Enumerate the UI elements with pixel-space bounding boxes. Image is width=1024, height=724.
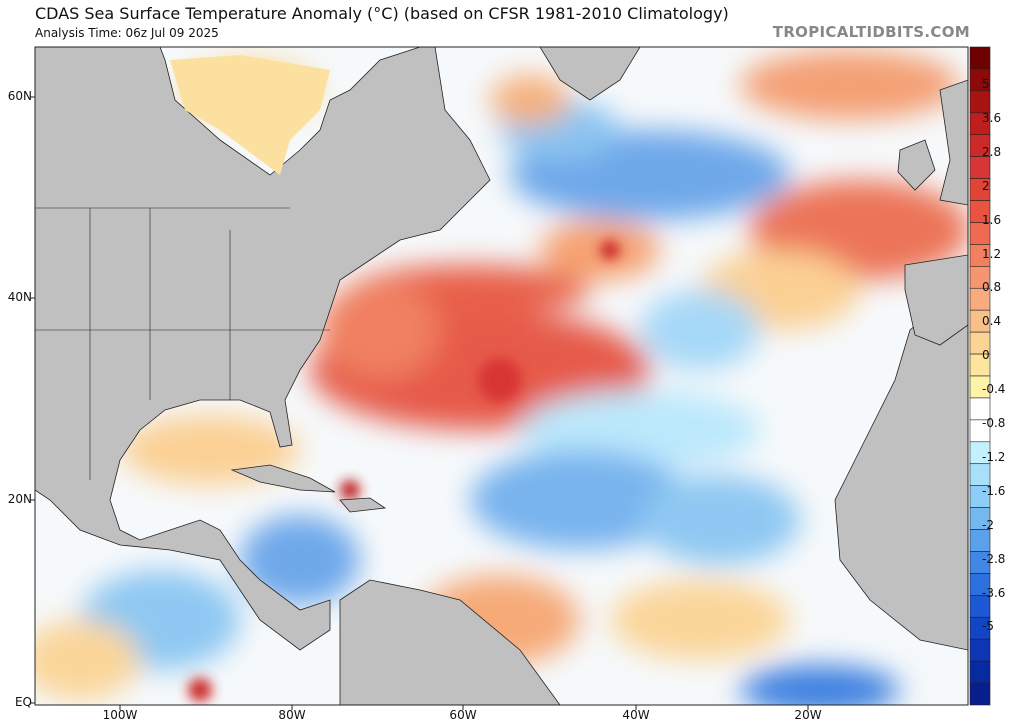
- colorbar-bin: [969, 463, 991, 486]
- ireland: [897, 139, 936, 191]
- lon-label-40w: 40W: [622, 708, 650, 722]
- colorbar-label: 1.6: [982, 212, 1002, 227]
- map-title: CDAS Sea Surface Temperature Anomaly (°C…: [35, 4, 729, 23]
- colorbar-label: -1.2: [982, 449, 1006, 464]
- colorbar-label: -2.8: [982, 551, 1006, 566]
- colorbar-bin: [969, 529, 991, 552]
- greenland: [539, 47, 641, 101]
- colorbar-label: 5: [982, 77, 990, 91]
- lat-label-eq: EQ: [14, 695, 32, 709]
- colorbar-label: 0.4: [982, 314, 1002, 329]
- lon-label-20w: 20W: [794, 708, 822, 722]
- north-america: [35, 47, 491, 651]
- colorbar-label: -2: [982, 517, 994, 532]
- colorbar-bin: [969, 638, 991, 662]
- hudson-bay-water: [170, 55, 330, 175]
- colorbar-bin: [969, 156, 991, 179]
- colorbar-label: 1.2: [982, 246, 1002, 261]
- lat-label-40n: 40N: [7, 290, 32, 304]
- colorbar-label: 2: [982, 178, 990, 193]
- brand-watermark: TROPICALTIDBITS.COM: [772, 23, 970, 41]
- colorbar-label: 2.8: [982, 144, 1002, 159]
- colorbar-label: -0.8: [982, 416, 1006, 430]
- colorbar-label: -5: [982, 619, 994, 634]
- cuba: [230, 464, 336, 493]
- colorbar: [969, 46, 991, 706]
- lat-label-20n: 20N: [7, 492, 32, 506]
- colorbar-bin: [969, 46, 991, 70]
- map-frame: [34, 46, 969, 706]
- colorbar-bin: [969, 660, 991, 684]
- state-borders: [35, 207, 330, 480]
- great-britain: [939, 79, 968, 206]
- colorbar-label: 0.8: [982, 280, 1002, 295]
- colorbar-label: -3.6: [982, 585, 1006, 600]
- colorbar-bin: [969, 682, 991, 706]
- lon-label-60w: 60W: [449, 708, 477, 722]
- lon-label-80w: 80W: [278, 708, 306, 722]
- lat-label-60n: 60N: [7, 89, 32, 103]
- colorbar-label: -0.4: [982, 382, 1006, 397]
- hispaniola: [339, 497, 387, 513]
- colorbar-label: 0: [982, 348, 990, 363]
- south-america: [339, 579, 561, 705]
- colorbar-label: -1.6: [982, 483, 1006, 498]
- iberia: [904, 254, 968, 346]
- analysis-time: Analysis Time: 06z Jul 09 2025: [35, 26, 219, 40]
- colorbar-bin: [969, 90, 991, 114]
- lon-label-100w: 100W: [102, 708, 138, 722]
- colorbar-label: 3.6: [982, 110, 1002, 125]
- land-masses: [35, 47, 968, 705]
